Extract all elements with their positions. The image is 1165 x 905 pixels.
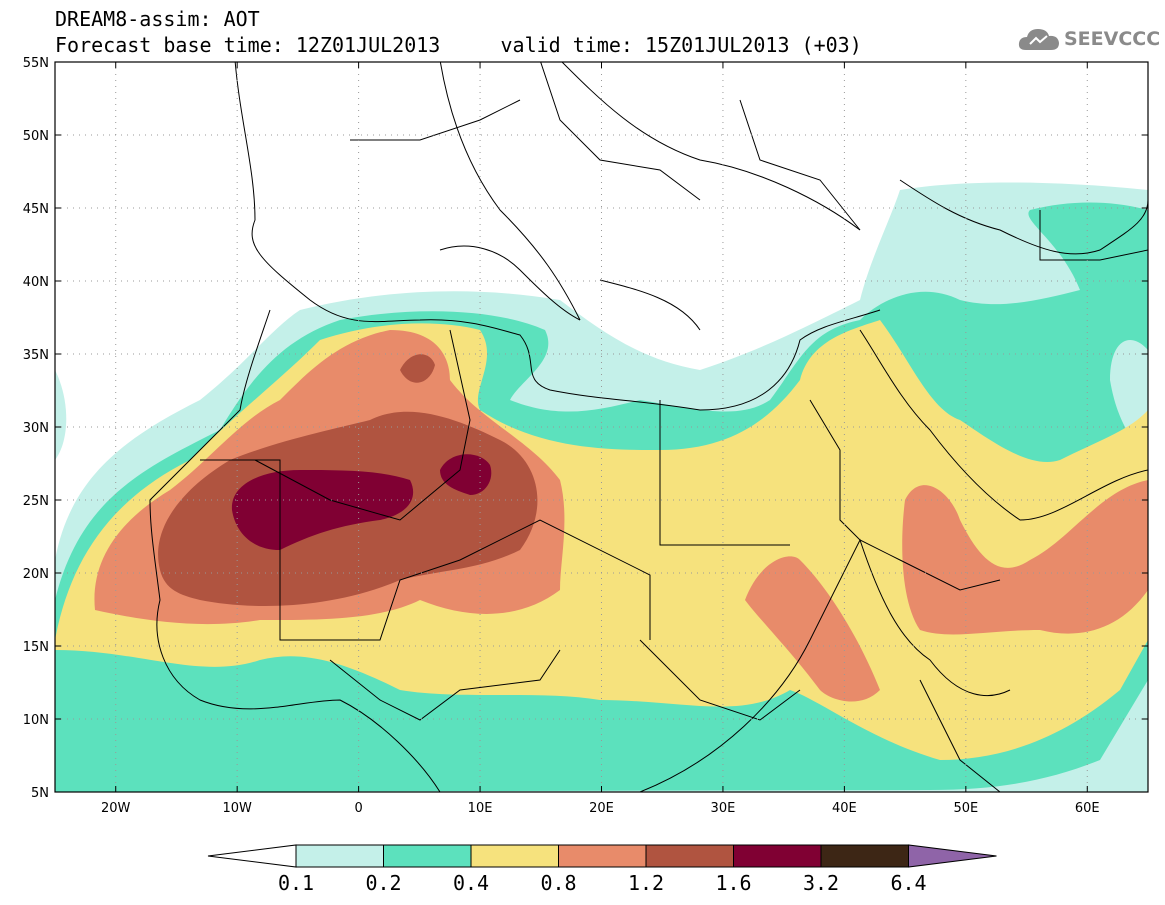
country-borders [200,62,1148,792]
colorbar-box [558,844,647,868]
colorbar-label: 6.4 [890,871,926,895]
lon-label: 10E [468,801,493,816]
colorbar-label: 1.6 [715,871,751,895]
coastlines [149,62,1148,792]
lon-label: 60E [1075,801,1100,816]
lat-label: 20N [23,567,49,582]
lon-label: 20E [589,801,614,816]
colorbar-box [383,844,472,868]
colorbar-box [645,844,734,868]
lon-label: 10W [222,801,252,816]
lat-label: 45N [23,202,49,217]
lat-label: 5N [31,786,49,801]
colorbar-label: 0.4 [453,871,489,895]
colorbar-box [733,844,822,868]
aot-band-0.8b [745,556,880,702]
chart-title: DREAM8-assim: AOT [55,7,260,31]
lon-label: 40E [832,801,857,816]
colorbar-label: 0.2 [365,871,401,895]
aot-band-0.1b [55,370,67,460]
lat-label: 25N [23,494,49,509]
lat-label: 40N [23,275,49,290]
lon-label: 20W [101,801,131,816]
colorbar-label: 0.8 [540,871,576,895]
lat-label: 50N [23,129,49,144]
lat-label: 35N [23,348,49,363]
aot-band-1.6 [231,470,414,550]
lat-label: 55N [23,56,49,71]
lat-label: 15N [23,640,49,655]
cloud-icon [1018,29,1059,50]
colorbar-label: 3.2 [803,871,839,895]
aot-band-0.8c [902,480,1148,635]
colorbar-under-arrow [207,844,297,868]
lat-label: 30N [23,421,49,436]
logo-text: SEEVCCC [1064,28,1161,50]
aot-band-1.6b [440,454,492,495]
aot-band-1.2b [400,354,435,383]
colorbar-box [295,844,384,868]
colorbar-label: 1.2 [628,871,664,895]
map-axes: 20W 10W 0 10E 20E 30E 40E 50E 60E 55N 50N 45N 40N 35N… [23,56,1148,816]
colorbar-over-arrow [908,844,997,868]
lon-label: 30E [711,801,736,816]
colorbar-box [820,844,909,868]
colorbar-label: 0.1 [278,871,314,895]
colorbar-box [470,844,559,868]
seevccc-logo: SEEVCCC [1016,24,1160,54]
lon-label: 0 [354,801,362,816]
lat-label: 10N [23,713,49,728]
grid-lines [55,62,1148,792]
colorbar: 0.1 0.2 0.4 0.8 1.2 1.6 3.2 6.4 [207,844,997,895]
forecast-time-line: Forecast base time: 12Z01JUL2013 valid t… [55,33,862,57]
aot-field [55,62,1148,792]
lon-label: 50E [953,801,978,816]
